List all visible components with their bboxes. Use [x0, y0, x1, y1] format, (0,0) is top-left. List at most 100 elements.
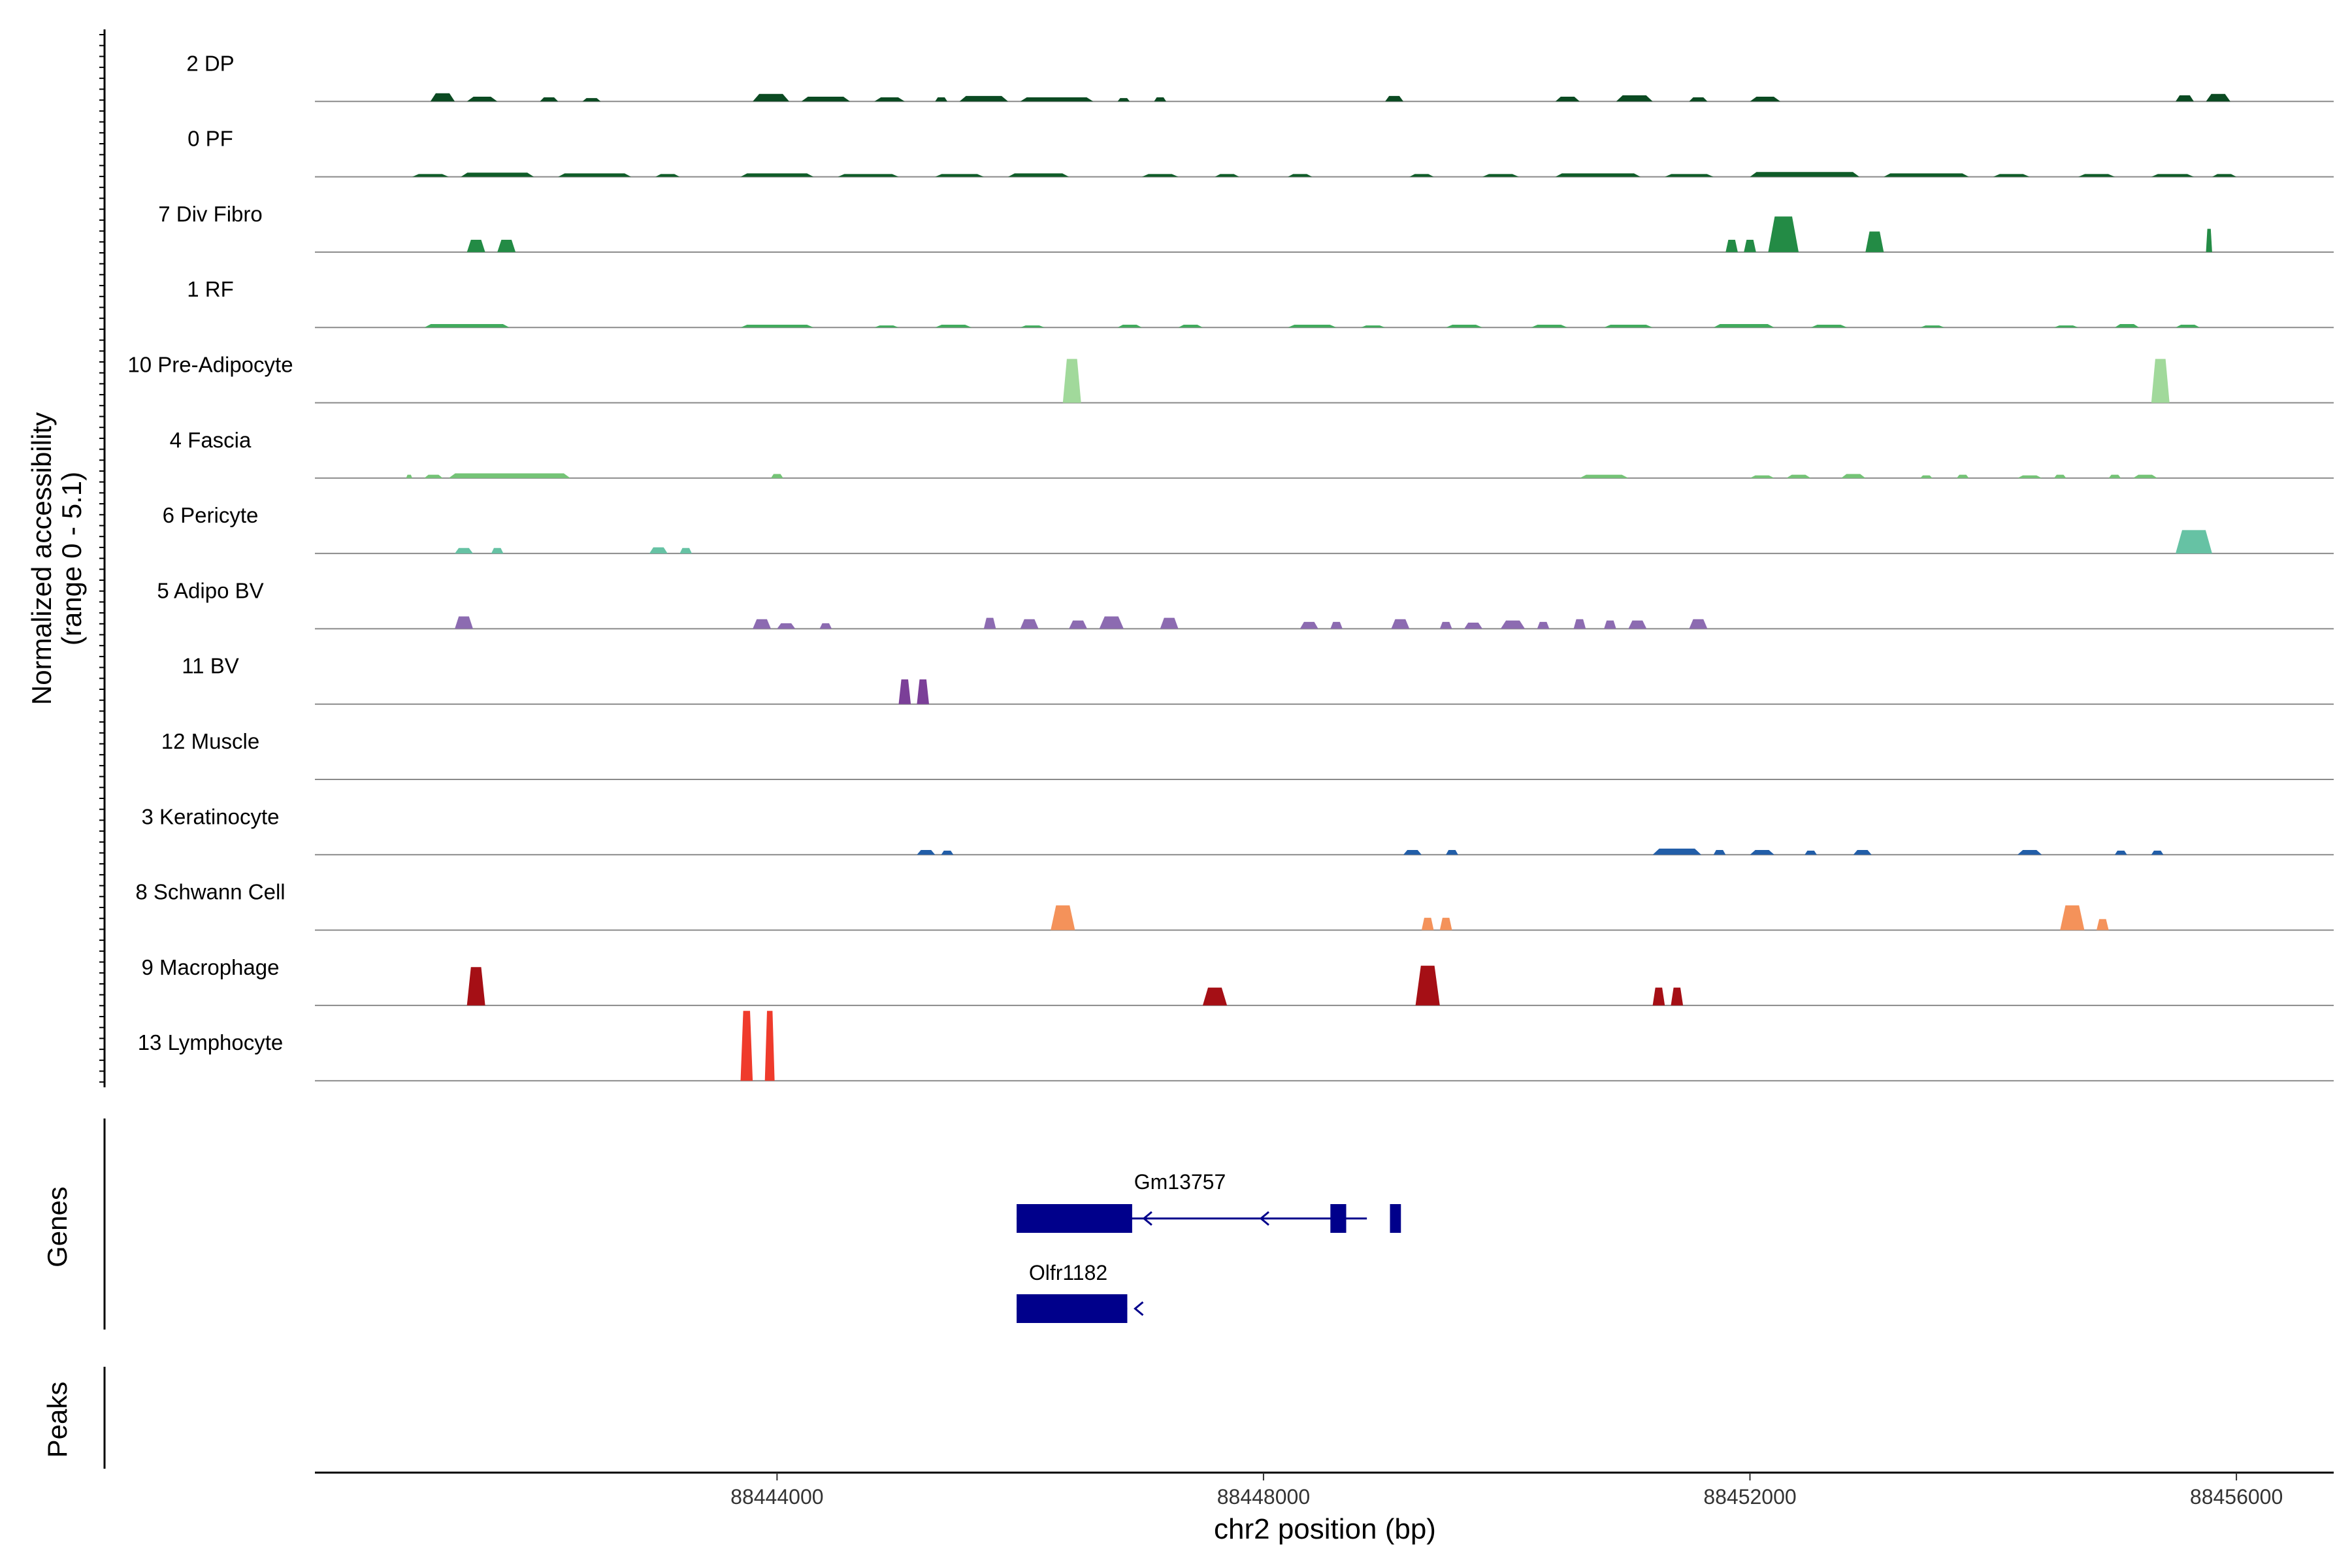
accessibility-peak	[1750, 172, 1859, 177]
track-label: 7 Div Fibro	[158, 202, 263, 226]
accessibility-peak	[2060, 905, 2085, 930]
accessibility-peak	[1069, 620, 1087, 629]
peaks-side-label: Peaks	[42, 1382, 73, 1458]
x-axis-tick-label: 88452000	[1703, 1485, 1796, 1509]
accessibility-peak	[1154, 97, 1166, 102]
accessibility-peak	[1299, 621, 1318, 629]
accessibility-peak	[1573, 619, 1586, 629]
accessibility-peak	[1482, 174, 1519, 177]
track-label: 2 DP	[186, 51, 234, 75]
accessibility-peak	[1537, 621, 1550, 629]
gene-label: Gm13757	[1134, 1170, 1226, 1194]
strand-arrow	[1134, 1301, 1144, 1316]
accessibility-peak	[753, 93, 789, 102]
accessibility-peak	[1439, 917, 1452, 930]
accessibility-peak	[1051, 905, 1075, 930]
track-label: 12 Muscle	[161, 729, 259, 753]
accessibility-peak	[1713, 850, 1726, 855]
track-labels: 2 DP 0 PF 7 Div Fibro 1 RF 10 Pre-Adipocyte 4…	[127, 51, 293, 1054]
accessibility-peak	[412, 174, 449, 177]
strand-arrow	[1142, 1211, 1152, 1226]
accessibility-peak	[2206, 93, 2230, 102]
accessibility-peak	[1117, 325, 1142, 328]
accessibility-peak	[2114, 324, 2140, 328]
x-axis-tick-label: 88444000	[730, 1485, 823, 1509]
accessibility-peaks	[406, 93, 2237, 1081]
accessibility-peak	[1215, 174, 1239, 177]
accessibility-peak	[983, 617, 996, 629]
accessibility-peak	[2097, 919, 2109, 930]
accessibility-peak	[753, 619, 771, 629]
accessibility-peak	[1415, 966, 1440, 1005]
track-label: 9 Macrophage	[142, 955, 280, 979]
accessibility-peak	[2212, 174, 2237, 177]
accessibility-peak	[1555, 173, 1641, 177]
accessibility-peak	[1768, 216, 1799, 252]
x-axis-tick-label: 88456000	[2190, 1485, 2283, 1509]
strand-arrow	[1259, 1211, 1269, 1226]
accessibility-peak	[649, 547, 668, 554]
accessibility-peak	[448, 473, 570, 478]
accessibility-peak	[1446, 325, 1482, 328]
gene-exon	[1017, 1294, 1128, 1323]
track-label: 1 RF	[187, 277, 234, 301]
genes-side-label: Genes	[42, 1186, 73, 1267]
accessibility-peak	[1555, 97, 1580, 102]
accessibility-peak	[1330, 621, 1343, 629]
accessibility-peak	[655, 174, 680, 177]
accessibility-peak	[1385, 95, 1403, 102]
accessibility-peak	[430, 93, 455, 102]
accessibility-peak	[935, 97, 947, 102]
accessibility-peak	[1202, 987, 1228, 1005]
accessibility-peak	[819, 623, 832, 629]
accessibility-peak	[406, 474, 412, 478]
track-label: 10 Pre-Adipocyte	[127, 353, 293, 377]
accessibility-peak	[1604, 620, 1616, 629]
accessibility-peak	[2176, 530, 2212, 554]
accessibility-peak	[1020, 97, 1094, 102]
accessibility-peak	[917, 850, 936, 855]
accessibility-peak	[1446, 850, 1458, 855]
accessibility-peak	[466, 97, 498, 102]
accessibility-peak	[1665, 174, 1714, 177]
accessibility-peak	[740, 173, 814, 177]
accessibility-peak	[2151, 174, 2194, 177]
x-axis-title: chr2 position (bp)	[1214, 1513, 1436, 1545]
accessibility-peak	[1689, 619, 1708, 629]
accessibility-peak	[1099, 616, 1124, 629]
accessibility-peak	[424, 474, 443, 478]
accessibility-peak	[497, 240, 516, 252]
accessibility-peak	[1531, 325, 1568, 328]
track-label: 13 Lymphocyte	[138, 1030, 284, 1054]
gene-annotation-track: Gm13757 Olfr1182	[1017, 1170, 1401, 1323]
accessibility-peak	[2114, 851, 2127, 855]
x-axis-tick-label: 88448000	[1217, 1485, 1310, 1509]
accessibility-peak	[1786, 474, 1811, 478]
accessibility-peak	[874, 325, 899, 328]
accessibility-peak	[2017, 850, 2042, 855]
track-label: 5 Adipo BV	[157, 578, 263, 602]
accessibility-peak	[2017, 475, 2042, 478]
accessibility-peak	[1750, 475, 1774, 478]
accessibility-peak	[1671, 987, 1684, 1005]
accessibility-peak	[2108, 474, 2121, 478]
x-axis: 88444000 88448000 88452000 88456000	[315, 1471, 2334, 1509]
accessibility-peak	[558, 173, 631, 177]
accessibility-peak	[424, 324, 510, 328]
accessibility-peak	[1652, 848, 1701, 855]
accessibility-peak	[2151, 851, 2164, 855]
accessibility-peak	[1141, 174, 1179, 177]
gene-label: Olfr1182	[1029, 1261, 1107, 1284]
accessibility-peak	[1853, 850, 1872, 855]
accessibility-peak	[679, 547, 692, 554]
accessibility-peak	[466, 240, 485, 252]
accessibility-peak	[1464, 623, 1482, 629]
accessibility-peak	[1604, 325, 1653, 328]
accessibility-peak	[1160, 617, 1179, 629]
track-label: 0 PF	[188, 127, 233, 151]
accessibility-peak	[1805, 851, 1817, 855]
accessibility-peak	[898, 679, 911, 704]
y-axis-title-line1: Normalized accessibility	[26, 412, 57, 705]
accessibility-peak	[1020, 619, 1039, 629]
accessibility-peak	[771, 474, 783, 478]
